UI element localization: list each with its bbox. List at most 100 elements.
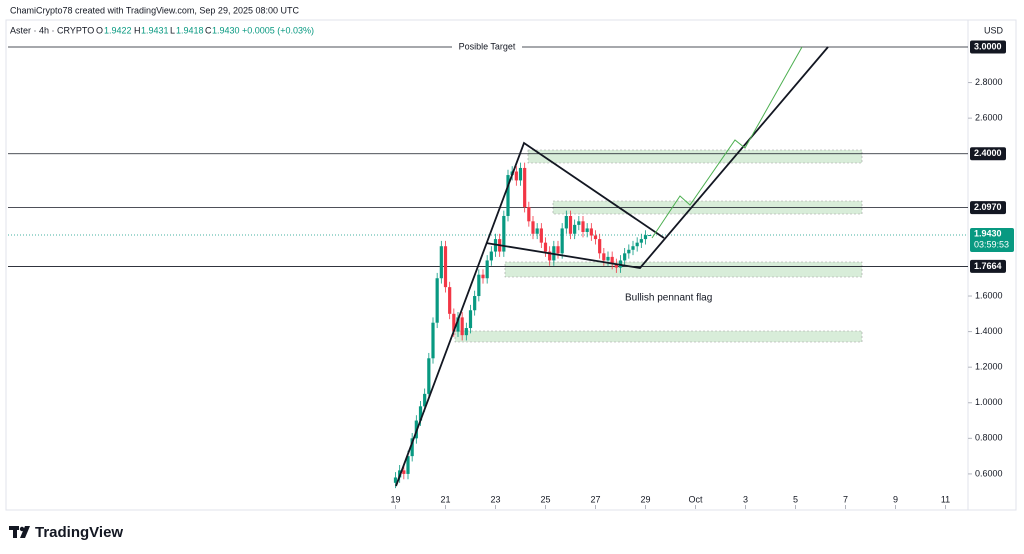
candle-body	[568, 215, 573, 234]
price-label-box	[970, 40, 1006, 54]
candle-body	[506, 175, 510, 216]
x-tick-label: 3	[743, 494, 748, 504]
candle-body	[473, 296, 477, 311]
x-tick-label: 9	[893, 494, 898, 504]
candle-body	[602, 253, 606, 261]
zone	[504, 261, 863, 278]
candle-body	[523, 167, 527, 208]
candle-body	[635, 242, 639, 247]
ohlc-value: 1.9418	[176, 25, 204, 35]
candle-body	[531, 221, 535, 234]
candle-body	[502, 215, 506, 252]
candle-body	[443, 246, 448, 288]
pattern-label: Bullish pennant flag	[625, 293, 712, 304]
candle-body	[435, 278, 439, 323]
candle-body	[518, 167, 523, 181]
candle-body	[585, 228, 589, 232]
price-label: 1.7664	[974, 261, 1002, 271]
candle-body	[464, 328, 468, 336]
candle-body	[427, 358, 431, 394]
candle-body	[477, 274, 481, 297]
ohlc-label: C	[205, 25, 212, 35]
countdown: 03:59:53	[974, 239, 1009, 249]
candle-body	[393, 477, 398, 483]
x-tick-label: 27	[590, 494, 600, 504]
candle-body	[539, 228, 543, 243]
ohlc-change: +0.0005 (+0.03%)	[242, 25, 314, 35]
candle-body	[581, 221, 585, 232]
ohlc-value: 1.9430	[212, 25, 240, 35]
logo-stem	[13, 526, 17, 538]
candle-body	[481, 274, 485, 279]
logo-slash	[20, 526, 30, 538]
target-label-bg	[452, 40, 522, 53]
price-label: 3.0000	[974, 41, 1002, 51]
target-label: Posible Target	[459, 41, 516, 51]
x-tick-label: 5	[793, 494, 798, 504]
credit: ChamiCrypto78 created with TradingView.c…	[10, 5, 299, 15]
candle-body	[402, 470, 406, 474]
chart-frame	[5, 19, 1017, 511]
candle-body	[448, 287, 452, 314]
candle-body	[639, 239, 643, 243]
drawings	[395, 46, 829, 487]
x-tick-label: 7	[843, 494, 848, 504]
zones	[454, 149, 863, 343]
y-tick-label: 0.6000	[975, 468, 1003, 478]
pennant-line	[485, 46, 829, 269]
candle-body	[418, 406, 423, 421]
candle-body	[573, 224, 577, 234]
candle-body	[452, 313, 456, 332]
candle-body	[606, 256, 610, 261]
y-tick-label: 2.8000	[975, 77, 1003, 87]
ohlc-value: 1.9431	[141, 25, 169, 35]
brand: TradingView	[35, 524, 123, 541]
logo-dot	[19, 526, 25, 532]
candle-body	[610, 256, 614, 265]
x-tick-label: 23	[490, 494, 500, 504]
price-label: 2.0970	[974, 202, 1002, 212]
candle-body	[489, 251, 493, 261]
x-tick-label: 21	[440, 494, 450, 504]
candle-body	[589, 228, 593, 236]
candle-body	[593, 235, 598, 240]
candle-body	[535, 228, 539, 234]
ohlc-label: L	[170, 25, 175, 35]
x-tick-label: 29	[640, 494, 650, 504]
candle-body	[543, 242, 548, 252]
candle-body	[548, 251, 552, 261]
candle-body	[623, 253, 627, 261]
zone	[527, 149, 863, 164]
last-price-box	[970, 228, 1014, 253]
candle-body	[556, 246, 560, 254]
candle-body	[460, 317, 464, 336]
last-price-label: 1.9430	[974, 228, 1002, 238]
candle-body	[564, 215, 568, 229]
candle-body	[439, 246, 443, 279]
ohlc-value: 1.9422	[104, 25, 132, 35]
candle-body	[648, 235, 652, 237]
y-tick-label: 1.6000	[975, 290, 1003, 300]
candle-body	[614, 264, 618, 268]
y-tick-label: 2.6000	[975, 113, 1003, 123]
candle-body	[598, 239, 602, 254]
tv-logo	[9, 526, 30, 538]
x-tick-label: Oct	[688, 494, 703, 504]
y-tick-label: 1.4000	[975, 326, 1003, 336]
candle-body	[406, 456, 410, 474]
x-tick-label: 11	[941, 494, 950, 504]
candle-body	[527, 207, 531, 222]
x-tick-label: 25	[540, 494, 550, 504]
x-tick-label: 19	[390, 494, 400, 504]
price-label-box	[970, 147, 1006, 161]
zone	[454, 330, 863, 343]
candle-body	[514, 171, 518, 181]
price-label-box	[970, 201, 1006, 215]
candle-body	[485, 260, 489, 279]
pennant-line	[395, 141, 665, 487]
y-tick-label: 0.8000	[975, 433, 1003, 443]
symbol: Aster · 4h · CRYPTO	[10, 25, 94, 35]
candle-body	[643, 235, 648, 240]
projection-path	[651, 46, 803, 239]
